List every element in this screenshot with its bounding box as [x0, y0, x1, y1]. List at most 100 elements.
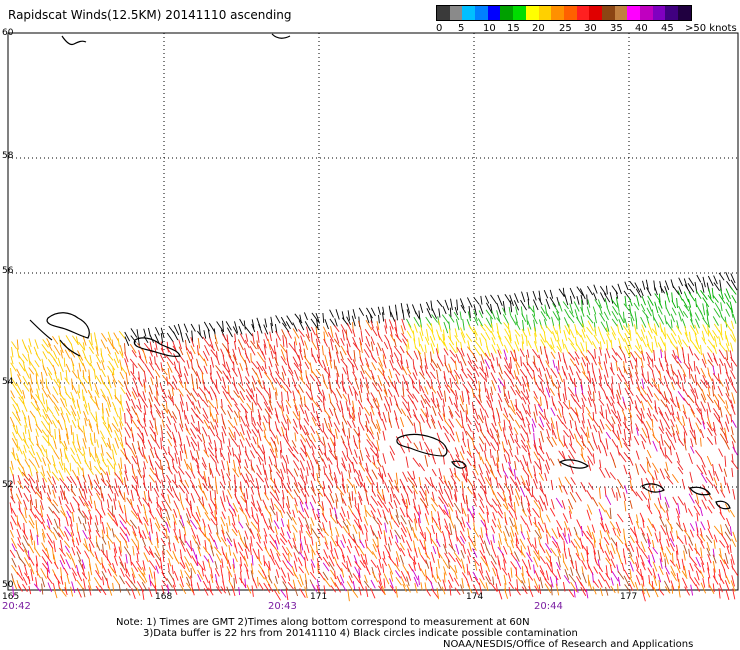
wind-barb	[670, 382, 675, 391]
wind-barb	[352, 309, 356, 319]
wind-barb	[154, 585, 157, 595]
wind-barb	[539, 507, 542, 517]
wind-barb	[143, 405, 147, 415]
wind-barb	[111, 423, 119, 433]
wind-barb	[245, 424, 252, 434]
wind-barb	[216, 321, 224, 332]
wind-barb	[508, 510, 514, 519]
wind-barb	[28, 585, 32, 595]
wind-barb	[447, 530, 451, 539]
wind-barb	[111, 505, 114, 516]
wind-barb	[10, 396, 19, 407]
wind-barb	[634, 365, 638, 375]
wind-barb	[244, 352, 251, 364]
wind-barb	[465, 466, 469, 477]
wind-barb	[492, 435, 499, 447]
wind-barb	[713, 336, 718, 347]
wind-barb	[156, 502, 164, 512]
wind-barb	[468, 446, 472, 455]
wind-barb	[292, 328, 300, 339]
wind-barb	[166, 376, 169, 386]
wind-barb	[580, 453, 586, 463]
wind-barb	[606, 306, 611, 316]
wind-barb	[381, 312, 385, 322]
wind-barb	[348, 407, 351, 419]
wind-barb	[712, 385, 715, 397]
wind-barb	[354, 566, 361, 577]
wind-barb	[16, 403, 21, 413]
wind-barb	[599, 312, 606, 322]
wind-barb	[303, 508, 310, 519]
wind-barb	[150, 411, 155, 421]
wind-barb	[237, 458, 242, 469]
wind-barb	[702, 276, 706, 288]
wind-barb	[251, 514, 258, 525]
wind-barb	[95, 508, 103, 519]
wind-barb	[28, 465, 33, 477]
wind-barb	[335, 499, 338, 509]
wind-barb	[628, 456, 634, 466]
wind-barb	[605, 418, 614, 429]
wind-barb	[647, 435, 651, 445]
wind-barb	[528, 586, 534, 598]
wind-barb	[646, 533, 651, 545]
wind-barb	[244, 530, 249, 540]
wind-barb	[611, 487, 616, 498]
wind-barb	[726, 545, 730, 555]
wind-barb	[119, 505, 124, 514]
wind-barb	[587, 413, 594, 422]
wind-barb	[330, 338, 334, 351]
wind-barb	[594, 327, 597, 337]
wind-barb	[160, 537, 166, 546]
wind-barb	[706, 436, 714, 446]
wind-barb	[592, 543, 596, 555]
wind-barb	[154, 473, 162, 484]
wind-barb	[568, 449, 575, 460]
wind-barb	[231, 515, 236, 526]
wind-barb	[77, 448, 84, 457]
wind-barb	[550, 375, 555, 387]
wind-barb	[322, 486, 326, 497]
wind-barb	[666, 538, 670, 548]
wind-barb	[516, 579, 519, 590]
wind-barb	[48, 441, 55, 452]
wind-barb	[263, 429, 267, 439]
wind-barb	[335, 332, 340, 344]
wind-barb	[538, 423, 544, 431]
wind-barb	[88, 446, 91, 458]
wind-barb	[196, 519, 202, 530]
wind-barb	[648, 582, 656, 591]
wind-barb	[125, 484, 129, 495]
wind-barb	[605, 369, 609, 378]
wind-barb	[448, 552, 456, 563]
wind-barb	[580, 426, 588, 437]
wind-barb	[174, 555, 180, 565]
wind-barb	[468, 541, 472, 552]
wind-barb	[208, 425, 216, 437]
wind-barb	[292, 411, 299, 420]
wind-barb	[701, 499, 708, 510]
wind-barb	[604, 579, 611, 589]
wind-barb	[173, 571, 179, 581]
wind-barb	[567, 498, 574, 510]
wind-barb	[651, 539, 655, 549]
wind-barb	[659, 516, 666, 527]
wind-barb	[508, 496, 513, 508]
wind-barb	[131, 387, 138, 398]
wind-barb	[460, 361, 464, 371]
wind-barb	[725, 271, 731, 282]
wind-barb	[370, 495, 379, 506]
wind-barb	[538, 445, 545, 455]
wind-barb	[724, 316, 728, 328]
wind-barb	[35, 555, 39, 567]
wind-barb	[119, 540, 122, 553]
wind-barb	[173, 521, 176, 531]
wind-barb	[696, 274, 702, 283]
wind-barb	[22, 438, 30, 449]
wind-barb	[22, 360, 26, 371]
wind-barb	[126, 364, 131, 376]
wind-barb	[449, 307, 452, 317]
wind-barb	[473, 373, 478, 384]
wind-barb	[509, 344, 516, 354]
wind-barb	[521, 509, 528, 517]
